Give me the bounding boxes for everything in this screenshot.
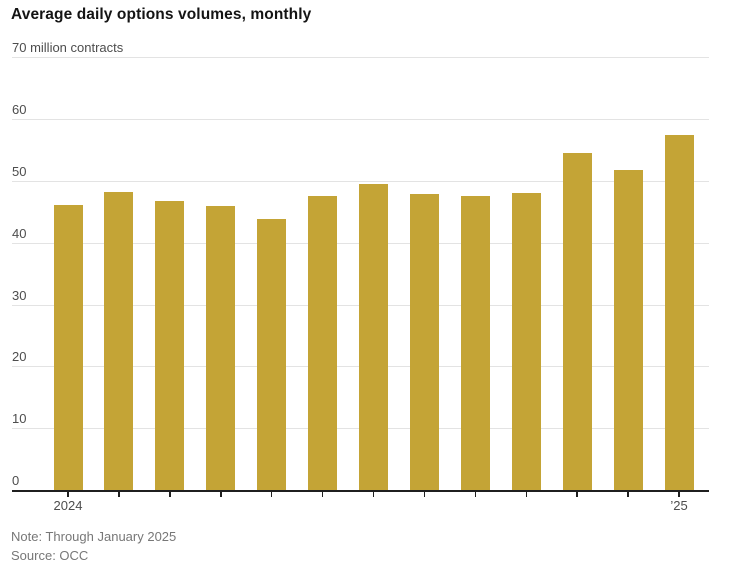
- gridline-50: [12, 181, 709, 182]
- y-tick-label-20: 20: [12, 349, 27, 365]
- x-tick-9: [525, 491, 528, 497]
- gridline-70: [12, 57, 709, 59]
- bar-jul-2024: [359, 184, 389, 490]
- x-axis-label-25: ’25: [670, 498, 688, 513]
- bar-oct-2024: [511, 193, 541, 490]
- x-tick-1: [118, 491, 120, 497]
- bar-dec-2024: [613, 169, 643, 490]
- bar-jan-2024: [53, 205, 83, 490]
- y-tick-label-50: 50: [12, 164, 27, 179]
- y-tick-label-40: 40: [12, 225, 27, 241]
- bar-jun-2024: [308, 195, 338, 490]
- bar-apr-2024: [206, 206, 236, 490]
- chart-note: Note: Through January 2025: [11, 529, 177, 544]
- x-tick-2: [169, 491, 171, 497]
- chart-title: Average daily options volumes, monthly: [11, 6, 312, 23]
- y-tick-label-0: 0: [12, 473, 20, 488]
- x-axis-label-2024: 2024: [53, 498, 83, 513]
- x-tick-11: [627, 491, 629, 497]
- bar-aug-2024: [409, 193, 439, 490]
- bar-mar-2024: [155, 200, 185, 490]
- gridline-60: [12, 119, 709, 121]
- x-tick-5: [321, 491, 324, 497]
- bar-may-2024: [257, 219, 287, 490]
- bar-feb-2024: [104, 192, 134, 490]
- y-tick-label-60: 60: [12, 102, 27, 118]
- x-axis-line: [12, 489, 709, 492]
- x-tick-0: [67, 491, 69, 497]
- y-tick-label-70: 70 million contracts: [12, 40, 124, 56]
- y-tick-label-30: 30: [12, 287, 27, 303]
- x-tick-12: [678, 491, 680, 497]
- x-tick-6: [372, 491, 375, 497]
- x-tick-3: [220, 491, 222, 497]
- x-tick-7: [423, 491, 426, 497]
- x-tick-8: [474, 491, 477, 497]
- chart-source: Source: OCC: [11, 548, 89, 561]
- x-tick-10: [576, 491, 578, 497]
- x-tick-4: [270, 491, 273, 497]
- bar-jan-2025: [664, 135, 694, 490]
- bar-nov-2024: [562, 153, 592, 490]
- bar-sep-2024: [460, 195, 490, 490]
- y-tick-label-10: 10: [12, 411, 27, 427]
